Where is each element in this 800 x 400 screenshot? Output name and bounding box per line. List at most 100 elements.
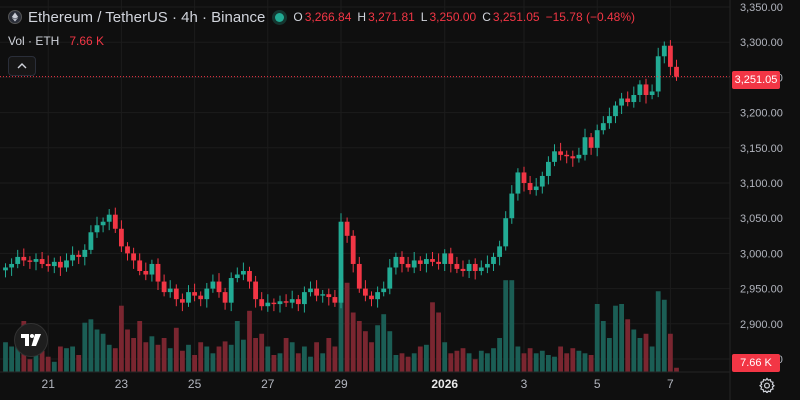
candle — [192, 292, 197, 296]
volume-bar — [369, 342, 374, 372]
volume-bar — [405, 356, 411, 372]
volume-bar — [106, 344, 112, 372]
low-value: 3,250.00 — [429, 10, 477, 24]
volume-bar — [503, 280, 509, 372]
volume-bar — [332, 346, 338, 372]
volume-bar — [350, 312, 356, 372]
candle — [314, 288, 319, 296]
volume-label[interactable]: Vol · ETH — [8, 34, 60, 48]
volume-bar — [399, 353, 405, 372]
volume-bar — [564, 353, 570, 372]
candle — [442, 253, 448, 264]
volume-bar — [552, 356, 557, 372]
candle — [64, 260, 69, 268]
candle — [204, 288, 210, 300]
candle — [643, 84, 649, 95]
volume-value: 7.66 K — [69, 34, 105, 48]
volume-bar — [15, 336, 21, 372]
last-price-label: 3,251.05 — [732, 71, 780, 89]
volume-bar — [393, 355, 399, 372]
candle — [460, 268, 466, 271]
volume-bar — [527, 348, 533, 372]
candle — [588, 137, 594, 148]
candle — [155, 263, 161, 282]
high-value: 3,271.81 — [368, 10, 415, 24]
candle — [161, 281, 167, 293]
symbol-title[interactable]: Ethereum / TetherUS · 4h · Binance — [28, 8, 266, 26]
time-tick-label: 7 — [667, 377, 674, 391]
candle — [15, 256, 21, 264]
volume-bar — [247, 310, 252, 372]
candle — [143, 271, 149, 275]
candle — [137, 260, 143, 271]
candle — [241, 271, 246, 275]
candle — [399, 256, 405, 264]
candle — [39, 259, 45, 264]
candle — [600, 123, 606, 131]
candle — [119, 228, 124, 247]
market-status-icon — [275, 12, 285, 22]
volume-bar — [460, 348, 466, 372]
volume-bar — [204, 346, 210, 372]
volume-bar — [546, 355, 551, 372]
volume-bar — [515, 346, 521, 372]
candle — [613, 105, 618, 117]
candle — [234, 274, 240, 279]
volume-bar — [655, 291, 661, 372]
candle — [326, 294, 332, 298]
low-label: L — [420, 10, 428, 24]
volume-bar — [58, 346, 63, 372]
candle — [668, 45, 673, 67]
volume-bar — [625, 319, 631, 372]
volume-bar — [228, 344, 234, 372]
candle — [582, 137, 588, 155]
candle — [411, 260, 417, 268]
volume-bar — [216, 346, 222, 372]
tradingview-logo-icon[interactable] — [14, 323, 48, 357]
ethereum-icon — [8, 10, 22, 24]
volume-bar — [259, 333, 265, 372]
volume-bar — [442, 342, 448, 372]
candle — [253, 281, 258, 300]
candle — [515, 172, 521, 194]
candle — [558, 151, 563, 155]
volume-bar — [478, 350, 484, 372]
candle — [655, 56, 661, 92]
candle — [33, 259, 39, 262]
volume-bar — [643, 333, 649, 372]
collapse-legend-button[interactable] — [8, 56, 36, 76]
volume-bar — [521, 353, 527, 372]
volume-bar — [33, 353, 39, 372]
volume-bar — [600, 321, 606, 372]
volume-bar — [356, 321, 362, 372]
candle — [332, 297, 338, 303]
candle — [546, 161, 551, 176]
volume-bar — [344, 282, 350, 372]
candle — [491, 256, 496, 264]
close-value: 3,251.05 — [492, 10, 540, 24]
candle — [607, 116, 612, 124]
volume-bar — [155, 344, 161, 372]
volume-bar — [161, 338, 167, 372]
candle — [131, 253, 136, 261]
price-tick-label: 3,050.00 — [740, 213, 783, 225]
volume-bar — [338, 278, 344, 372]
candle — [58, 261, 63, 268]
candle — [222, 292, 228, 303]
volume-bar — [491, 348, 496, 372]
candle — [424, 259, 429, 264]
open-value: 3,266.84 — [304, 10, 352, 24]
candle — [393, 256, 399, 268]
candle — [472, 263, 478, 271]
volume-bar — [661, 299, 667, 372]
candle — [503, 218, 509, 247]
candle — [180, 299, 185, 303]
volume-bar — [125, 329, 130, 372]
gear-icon[interactable] — [758, 376, 776, 394]
volume-bar — [588, 355, 594, 372]
candle — [283, 301, 289, 303]
volume-bar — [436, 312, 441, 372]
volume-bar — [576, 350, 582, 372]
price-tick-label: 3,200.00 — [740, 108, 783, 120]
